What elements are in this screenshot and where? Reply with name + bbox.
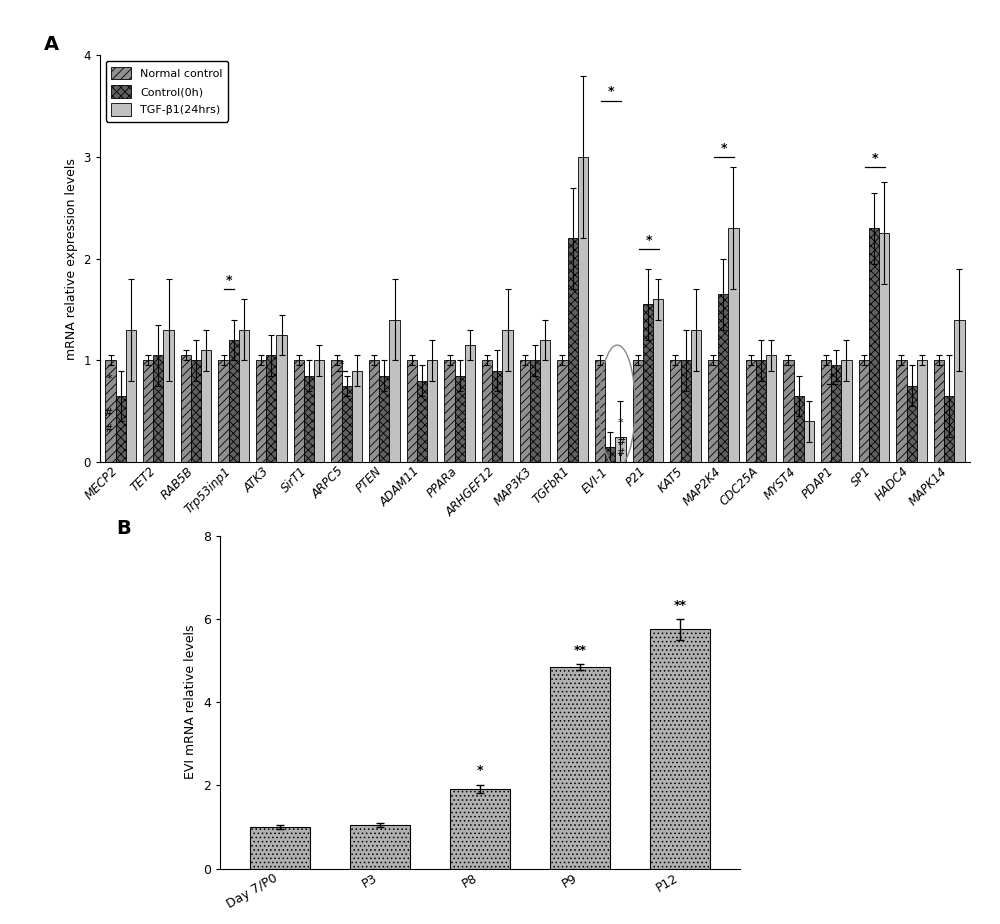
Bar — [389, 320, 400, 462]
Bar — [794, 395, 804, 462]
Bar — [304, 375, 314, 462]
Text: #: # — [103, 408, 113, 419]
Bar — [568, 238, 578, 462]
Bar — [907, 386, 917, 462]
Bar — [492, 371, 502, 462]
Bar — [218, 360, 229, 462]
Text: **: ** — [674, 599, 686, 612]
Bar — [718, 295, 728, 462]
Y-axis label: EVI mRNA relative levels: EVI mRNA relative levels — [184, 625, 197, 780]
Bar — [482, 360, 492, 462]
Y-axis label: mRNA relative expression levels: mRNA relative expression levels — [65, 158, 78, 359]
Text: *: * — [477, 764, 483, 777]
Bar — [427, 360, 437, 462]
Bar — [550, 667, 610, 869]
Bar — [615, 437, 626, 462]
Bar — [650, 629, 710, 869]
Bar — [201, 350, 211, 462]
Text: A: A — [43, 35, 59, 55]
Text: **: ** — [574, 643, 586, 657]
Bar — [266, 356, 276, 462]
Bar — [746, 360, 756, 462]
Bar — [191, 360, 201, 462]
Bar — [954, 320, 965, 462]
Bar — [350, 825, 410, 869]
Bar — [455, 375, 465, 462]
Bar — [352, 371, 362, 462]
Bar — [783, 360, 794, 462]
Bar — [126, 330, 136, 462]
Bar — [708, 360, 718, 462]
Bar — [653, 299, 663, 462]
Bar — [595, 360, 605, 462]
Bar — [530, 360, 540, 462]
Bar — [896, 360, 907, 462]
Bar — [331, 360, 342, 462]
Bar — [369, 360, 379, 462]
Legend: Normal control, Control(0h), TGF-β1(24hrs): Normal control, Control(0h), TGF-β1(24hr… — [106, 61, 228, 122]
Bar — [276, 335, 287, 462]
Text: *: * — [645, 234, 652, 247]
Bar — [229, 340, 239, 462]
Bar — [379, 375, 389, 462]
Bar — [520, 360, 530, 462]
Bar — [944, 395, 954, 462]
Bar — [756, 360, 766, 462]
Bar — [831, 365, 841, 462]
Bar — [181, 356, 191, 462]
Text: B: B — [116, 519, 131, 539]
Text: #: # — [616, 448, 625, 458]
Bar — [557, 360, 568, 462]
Bar — [681, 360, 691, 462]
Text: *: * — [608, 85, 614, 98]
Bar — [605, 447, 615, 462]
Bar — [143, 360, 153, 462]
Bar — [859, 360, 869, 462]
Bar — [540, 340, 550, 462]
Bar — [314, 360, 324, 462]
Text: #: # — [104, 424, 112, 434]
Bar — [239, 330, 249, 462]
Bar — [821, 360, 831, 462]
Bar — [578, 157, 588, 462]
Bar — [917, 360, 927, 462]
Bar — [841, 360, 852, 462]
Bar — [869, 228, 879, 462]
Bar — [250, 827, 310, 869]
Bar — [450, 789, 510, 869]
Bar — [116, 395, 126, 462]
Bar — [105, 360, 116, 462]
Text: *: * — [871, 152, 878, 165]
Bar — [804, 421, 814, 462]
Text: *: * — [618, 419, 623, 429]
Bar — [294, 360, 304, 462]
Text: *: * — [225, 274, 232, 287]
Text: *: * — [339, 359, 344, 370]
Bar — [766, 356, 776, 462]
Bar — [879, 234, 889, 462]
Bar — [342, 386, 352, 462]
Bar — [691, 330, 701, 462]
Bar — [153, 356, 163, 462]
Bar — [417, 381, 427, 462]
Bar — [502, 330, 513, 462]
Text: *: * — [828, 372, 834, 383]
Bar — [934, 360, 944, 462]
Bar — [256, 360, 266, 462]
Bar — [163, 330, 174, 462]
Bar — [444, 360, 455, 462]
Bar — [633, 360, 643, 462]
Bar — [728, 228, 739, 462]
Text: *: * — [721, 142, 727, 155]
Bar — [407, 360, 417, 462]
Bar — [643, 305, 653, 462]
Text: #: # — [616, 437, 625, 446]
Bar — [670, 360, 681, 462]
Text: *: * — [107, 373, 113, 383]
Bar — [465, 346, 475, 462]
